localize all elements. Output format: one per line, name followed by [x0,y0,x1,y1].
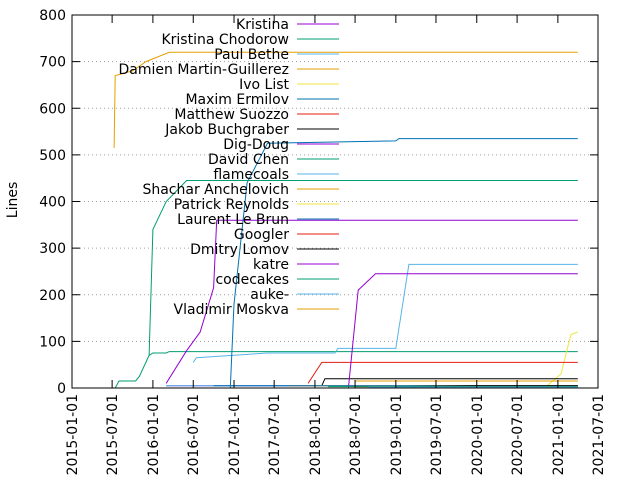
x-tick-label: 2021-01-01 [551,394,567,475]
legend-label: Paul Bethe [214,47,289,63]
legend-label: flamecoals [213,167,289,183]
legend-label: David Chen [208,152,289,168]
legend-label: Matthew Suozzo [174,107,289,123]
x-tick-label: 2018-01-01 [308,394,324,475]
x-tick-label: 2017-07-01 [267,394,283,475]
legend-label: Googler [234,227,289,243]
series-line [192,263,578,363]
x-tick-label: 2020-07-01 [510,394,526,475]
series-line [165,219,578,384]
legend-label: codecakes [215,272,289,288]
series-line [148,180,578,356]
y-tick-label: 400 [39,195,66,211]
legend-label: auke- [250,287,289,303]
series-line [229,138,578,389]
legend-label: Damien Martin-Guillerez [119,62,289,78]
x-tick-label: 2019-01-01 [389,394,405,475]
y-tick-label: 0 [57,381,66,397]
y-tick-label: 100 [39,334,66,350]
legend-label: Vladimir Moskva [174,302,289,318]
series-line [113,51,578,148]
y-tick-label: 800 [39,8,66,24]
x-tick-label: 2021-07-01 [591,394,607,475]
x-tick-label: 2019-07-01 [429,394,445,475]
legend-label: Kristina [236,17,289,33]
legend-label: Jakob Buchgraber [164,122,289,138]
y-tick-label: 300 [39,241,66,257]
y-tick-label: 500 [39,148,66,164]
legend-label: Patrick Reynolds [174,197,289,213]
x-tick-label: 2015-01-01 [65,394,81,475]
series-line [347,273,578,389]
y-axis-title: Lines [5,182,21,218]
series-line [321,378,578,386]
x-tick-label: 2020-01-01 [470,394,486,475]
legend-label: Dmitry Lomov [190,242,289,258]
x-tick-label: 2016-01-01 [146,394,162,475]
x-tick-label: 2018-07-01 [348,394,364,475]
series-line [544,331,578,389]
y-tick-label: 200 [39,288,66,304]
y-tick-label: 700 [39,55,66,71]
x-tick-label: 2017-01-01 [227,394,243,475]
legend-label: Ivo List [239,77,289,93]
x-axis: 2015-01-01 2015-07-01 2016-01-01 2016-07-01… [65,15,607,475]
series-line [114,351,578,389]
legend-label: Shachar Anchelovich [142,182,289,198]
legend-label: Laurent Le Brun [177,212,289,228]
series-line [307,361,578,384]
x-tick-label: 2016-07-01 [186,394,202,475]
legend-label: Kristina Chodorow [161,32,289,48]
x-tick-label: 2015-07-01 [105,394,121,475]
y-tick-label: 600 [39,101,66,117]
legend-label: Dig-Doug [223,137,289,153]
legend-label: katre [253,257,289,273]
y-axis: 0 100 200 300 400 500 600 700 800 [39,8,598,397]
legend-label: Maxim Ermilov [185,92,289,108]
